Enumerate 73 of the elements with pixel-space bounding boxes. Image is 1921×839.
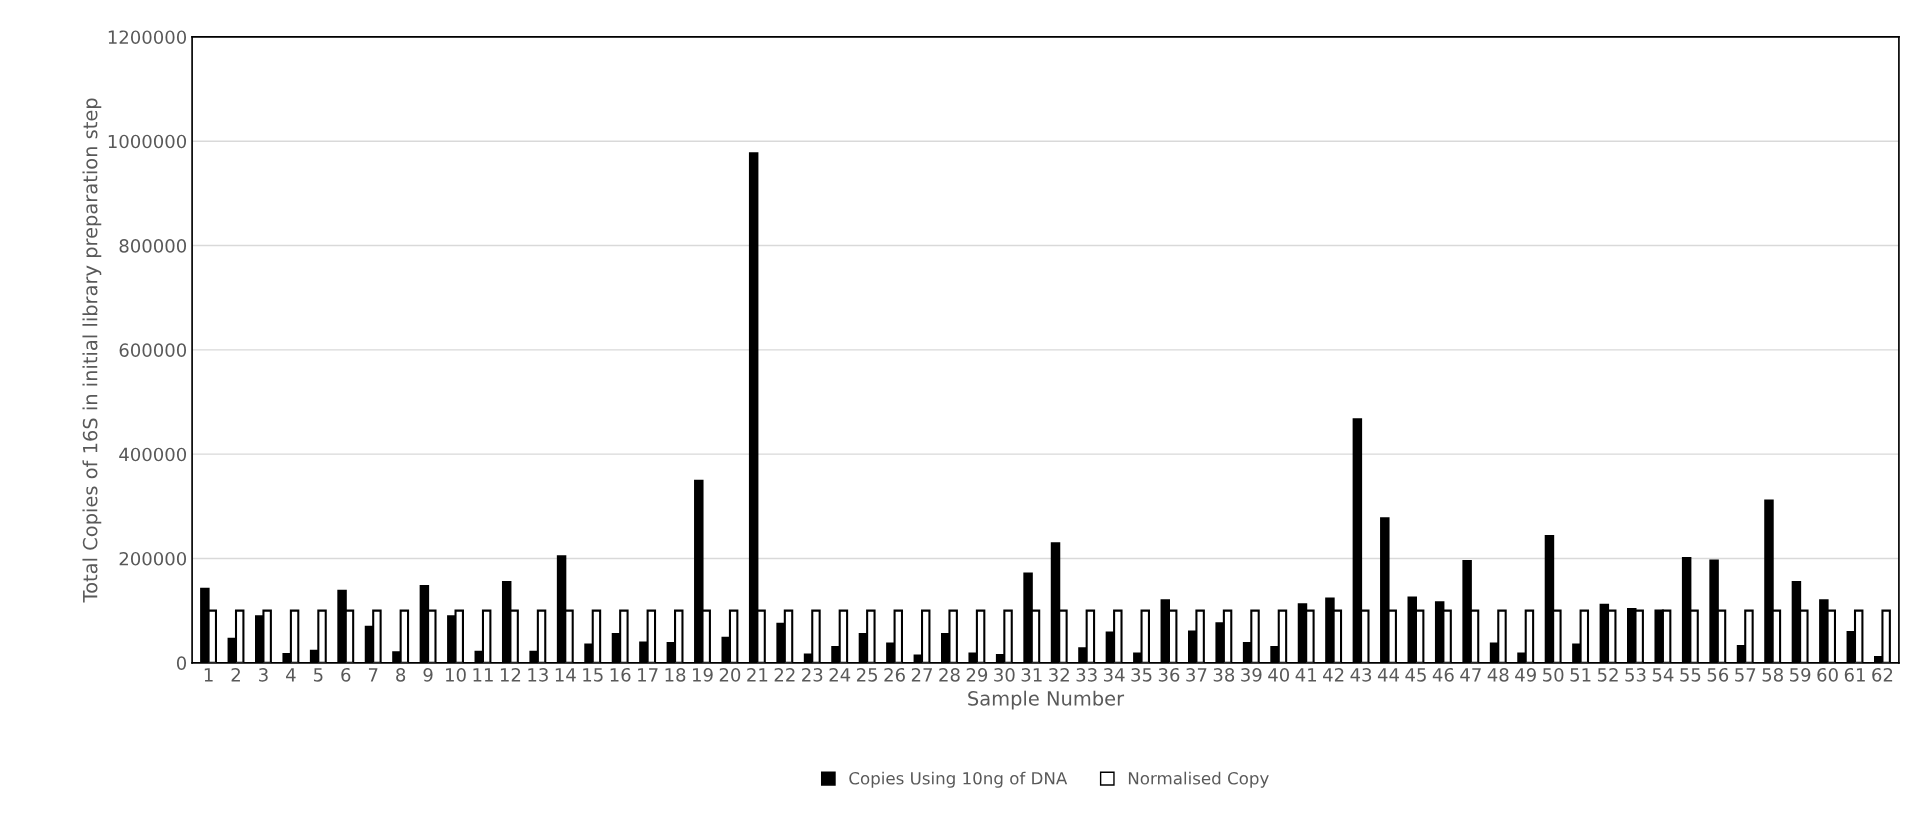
x-tick-label: 6 bbox=[341, 667, 351, 682]
x-tick-label: 17 bbox=[638, 668, 658, 682]
x-tick-label: 49 bbox=[1515, 667, 1536, 682]
x-tick-label: 58 bbox=[1762, 667, 1783, 682]
x-tick-label: 33 bbox=[1076, 667, 1097, 682]
x-tick-label: 1 bbox=[204, 668, 213, 682]
x-tick-label: 27 bbox=[911, 667, 932, 682]
x-tick-label: 25 bbox=[856, 667, 878, 682]
x-tick-label: 21 bbox=[747, 667, 768, 682]
x-tick-label: 29 bbox=[966, 667, 988, 682]
x-tick-label: 35 bbox=[1131, 667, 1152, 682]
x-tick-label: 26 bbox=[884, 667, 905, 682]
x-tick-label: 8 bbox=[396, 667, 406, 682]
x-tick-label: 32 bbox=[1049, 667, 1069, 682]
legend-label: Normalised Copy bbox=[1128, 771, 1269, 788]
x-tick-label: 18 bbox=[665, 667, 686, 682]
x-tick-label: 23 bbox=[802, 667, 823, 682]
x-tick-label: 16 bbox=[610, 667, 631, 682]
x-tick-label: 55 bbox=[1680, 668, 1701, 682]
x-tick-label: 50 bbox=[1543, 667, 1564, 682]
x-tick-label: 59 bbox=[1790, 667, 1811, 682]
x-tick-label: 13 bbox=[528, 667, 548, 682]
x-tick-label: 54 bbox=[1652, 668, 1674, 682]
x-tick-label: 11 bbox=[473, 668, 493, 682]
x-tick-label: 28 bbox=[939, 667, 960, 682]
x-tick-label: 61 bbox=[1844, 667, 1865, 682]
y-tick-label: 200000 bbox=[119, 551, 187, 566]
x-tick-label: 37 bbox=[1186, 667, 1207, 682]
x-tick-label: 56 bbox=[1707, 667, 1729, 682]
x-tick-label: 62 bbox=[1872, 667, 1893, 682]
x-tick-label: 60 bbox=[1817, 667, 1838, 682]
y-tick-label: 1200000 bbox=[108, 30, 187, 45]
x-tick-label: 41 bbox=[1295, 668, 1317, 682]
x-tick-label: 4 bbox=[286, 668, 296, 682]
x-axis-title: Sample Number bbox=[968, 690, 1125, 710]
x-tick-label: 19 bbox=[692, 667, 713, 682]
y-tick-label: 400000 bbox=[119, 447, 187, 462]
x-tick-label: 39 bbox=[1241, 667, 1262, 682]
x-tick-label: 14 bbox=[555, 668, 576, 682]
x-tick-label: 51 bbox=[1570, 668, 1591, 682]
x-tick-label: 44 bbox=[1377, 668, 1399, 682]
x-tick-label: 20 bbox=[719, 667, 741, 682]
x-tick-label: 12 bbox=[500, 667, 521, 682]
x-tick-label: 47 bbox=[1460, 668, 1481, 682]
x-tick-label: 2 bbox=[231, 667, 240, 682]
x-tick-label: 31 bbox=[1021, 667, 1042, 682]
legend-label: Copies Using 10ng of DNA bbox=[849, 771, 1068, 788]
x-tick-label: 45 bbox=[1405, 668, 1426, 682]
x-tick-label: 24 bbox=[829, 667, 851, 682]
x-tick-label: 53 bbox=[1625, 667, 1646, 682]
x-tick-label: 34 bbox=[1103, 667, 1125, 682]
x-tick-label: 42 bbox=[1323, 667, 1344, 682]
x-tick-label: 30 bbox=[994, 667, 1015, 682]
y-axis-title: Total Copies of 16S in initial library preparation step bbox=[82, 98, 102, 603]
x-tick-label: 38 bbox=[1213, 667, 1235, 682]
x-tick-label: 15 bbox=[583, 668, 603, 682]
x-tick-label: 48 bbox=[1487, 667, 1509, 682]
x-tick-label: 46 bbox=[1432, 667, 1454, 682]
x-tick-label: 7 bbox=[368, 668, 378, 682]
y-tick-label: 0 bbox=[176, 656, 187, 670]
x-tick-label: 22 bbox=[774, 667, 795, 682]
x-tick-label: 3 bbox=[259, 667, 268, 682]
x-tick-label: 10 bbox=[446, 667, 466, 682]
x-tick-label: 36 bbox=[1158, 667, 1180, 682]
x-tick-label: 5 bbox=[313, 668, 323, 682]
x-tick-label: 40 bbox=[1268, 667, 1290, 682]
x-tick-label: 43 bbox=[1350, 667, 1372, 682]
x-tick-label: 52 bbox=[1597, 667, 1618, 682]
y-tick-label: 800000 bbox=[119, 239, 187, 253]
x-tick-label: 57 bbox=[1735, 668, 1756, 682]
y-tick-label: 1000000 bbox=[108, 134, 187, 149]
y-tick-label: 600000 bbox=[119, 343, 187, 357]
x-tick-label: 9 bbox=[423, 667, 433, 682]
